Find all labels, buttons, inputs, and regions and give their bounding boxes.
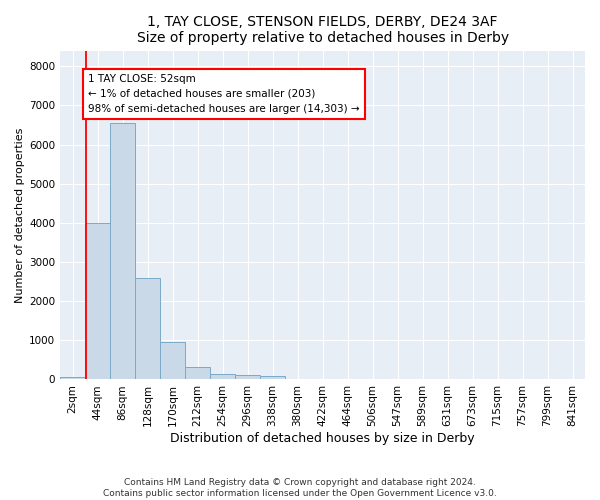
Bar — [235, 375, 260, 380]
Bar — [135, 278, 160, 380]
Bar — [60, 376, 85, 380]
Bar — [110, 123, 135, 380]
Bar — [260, 376, 285, 380]
Text: Contains HM Land Registry data © Crown copyright and database right 2024.
Contai: Contains HM Land Registry data © Crown c… — [103, 478, 497, 498]
Bar — [160, 342, 185, 380]
Bar — [185, 368, 210, 380]
X-axis label: Distribution of detached houses by size in Derby: Distribution of detached houses by size … — [170, 432, 475, 445]
Bar — [85, 223, 110, 380]
Title: 1, TAY CLOSE, STENSON FIELDS, DERBY, DE24 3AF
Size of property relative to detac: 1, TAY CLOSE, STENSON FIELDS, DERBY, DE2… — [137, 15, 509, 45]
Text: 1 TAY CLOSE: 52sqm
← 1% of detached houses are smaller (203)
98% of semi-detache: 1 TAY CLOSE: 52sqm ← 1% of detached hous… — [88, 74, 360, 114]
Y-axis label: Number of detached properties: Number of detached properties — [15, 128, 25, 302]
Bar — [210, 374, 235, 380]
